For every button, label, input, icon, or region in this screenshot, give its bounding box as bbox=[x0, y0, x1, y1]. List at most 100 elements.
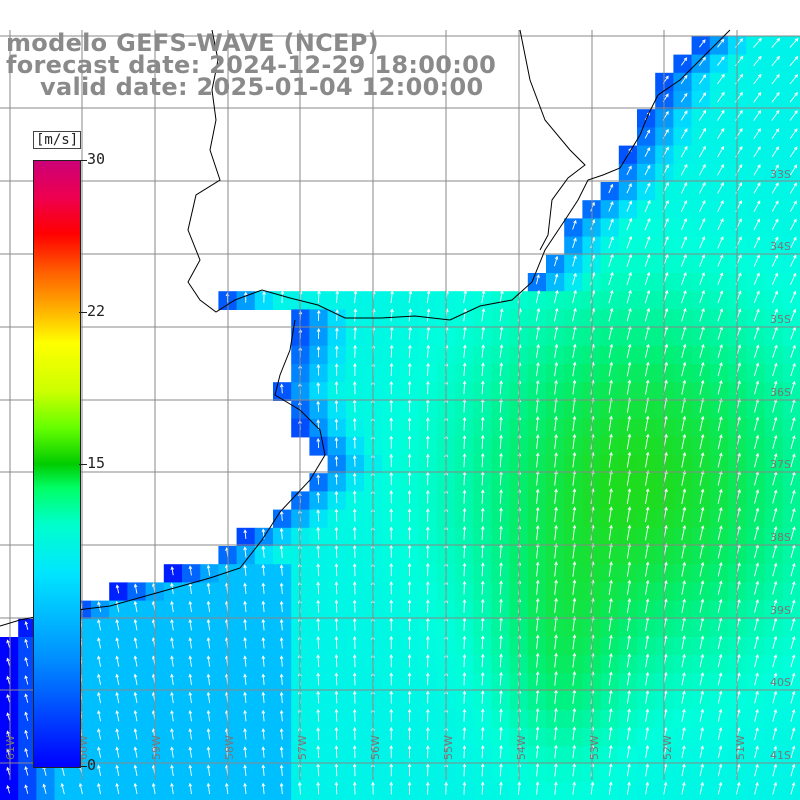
wind-arrow-head bbox=[645, 598, 650, 603]
wind-arrow bbox=[681, 580, 686, 595]
valid-date: valid date: 2025-01-04 12:00:00 bbox=[40, 73, 484, 101]
wind-arrow-head bbox=[407, 726, 412, 731]
wind-arrow-head bbox=[665, 110, 669, 115]
wind-arrow-head bbox=[335, 327, 339, 332]
wind-arrow-head bbox=[389, 362, 394, 367]
wind-arrow bbox=[463, 381, 466, 395]
wind-arrow bbox=[681, 434, 686, 450]
wind-arrow bbox=[189, 583, 192, 594]
wind-arrow bbox=[790, 746, 795, 759]
wind-arrow-head bbox=[794, 55, 799, 60]
wind-arrow-head bbox=[133, 618, 138, 623]
wind-arrow bbox=[717, 218, 724, 231]
wind-arrow-head bbox=[700, 525, 705, 530]
wind-arrow bbox=[134, 747, 138, 758]
wind-arrow-head bbox=[609, 415, 613, 420]
wind-arrow-head bbox=[755, 362, 760, 367]
wind-arrow bbox=[626, 272, 632, 286]
wind-arrow-head bbox=[261, 618, 266, 623]
wind-arrow-head bbox=[243, 691, 247, 696]
wind-arrow bbox=[317, 618, 320, 631]
wind-arrow bbox=[753, 56, 762, 67]
wind-arrow-head bbox=[262, 290, 266, 295]
wind-arrow bbox=[499, 562, 502, 577]
wind-arrow bbox=[481, 709, 484, 722]
wind-arrow-head bbox=[627, 744, 631, 749]
wind-arrow bbox=[317, 673, 320, 686]
wind-arrow-head bbox=[535, 652, 540, 657]
wind-arrow bbox=[699, 380, 704, 395]
wind-arrow bbox=[572, 273, 577, 285]
wind-arrow bbox=[772, 581, 777, 595]
wind-arrow bbox=[408, 363, 411, 376]
wind-arrow bbox=[317, 509, 320, 522]
longitude-label: 56W bbox=[369, 735, 382, 760]
wind-arrow bbox=[772, 490, 777, 504]
wind-arrow-head bbox=[791, 763, 796, 768]
wind-arrow bbox=[717, 434, 722, 450]
wind-arrow-head bbox=[407, 581, 412, 585]
wind-arrow-head bbox=[334, 363, 339, 368]
wind-arrow bbox=[754, 581, 759, 595]
wind-arrow-head bbox=[407, 745, 412, 750]
wind-arrow bbox=[645, 691, 649, 704]
wind-arrow bbox=[335, 636, 338, 649]
wind-arrow-head bbox=[721, 56, 725, 60]
wind-arrow-head bbox=[700, 506, 705, 511]
wind-arrow bbox=[280, 565, 283, 576]
wind-arrow bbox=[680, 164, 688, 176]
wind-arrow-head bbox=[755, 489, 760, 494]
wind-arrow-head bbox=[407, 380, 412, 385]
wind-arrow-head bbox=[462, 489, 467, 494]
wind-arrow-head bbox=[791, 745, 796, 750]
wind-arrow-head bbox=[499, 562, 503, 566]
wind-arrow bbox=[536, 544, 539, 559]
wind-arrow bbox=[463, 745, 465, 759]
wind-arrow-head bbox=[756, 254, 760, 259]
wind-arrow bbox=[572, 344, 576, 359]
wind-arrow-head bbox=[535, 434, 540, 439]
wind-arrow bbox=[790, 490, 795, 504]
wind-arrow bbox=[772, 709, 777, 722]
colorbar-tick-label: 22 bbox=[87, 302, 106, 320]
wind-arrow-head bbox=[736, 763, 741, 768]
wind-arrow-head bbox=[535, 634, 540, 639]
wind-arrow-head bbox=[352, 763, 357, 768]
wind-arrow-head bbox=[352, 436, 357, 441]
wind-arrow bbox=[645, 764, 649, 777]
wind-arrow bbox=[681, 746, 685, 759]
wind-arrow-head bbox=[700, 635, 705, 640]
wind-arrow bbox=[753, 146, 761, 158]
wind-arrow bbox=[481, 290, 485, 304]
wind-arrow-head bbox=[407, 435, 412, 440]
wind-arrow bbox=[262, 765, 265, 776]
wind-arrow bbox=[134, 584, 138, 594]
wind-arrow-head bbox=[683, 199, 688, 204]
wind-arrow-head bbox=[773, 763, 778, 768]
wind-arrow-head bbox=[665, 236, 669, 240]
wind-arrow bbox=[189, 674, 192, 685]
wind-arrow-head bbox=[684, 163, 688, 168]
wind-arrow bbox=[554, 453, 557, 468]
colorbar-tick-label: 15 bbox=[87, 454, 106, 472]
wind-arrow-head bbox=[408, 344, 412, 349]
wind-arrow bbox=[699, 599, 704, 613]
wind-arrow bbox=[790, 618, 795, 631]
wind-arrow-head bbox=[334, 708, 339, 713]
wind-arrow bbox=[699, 709, 704, 722]
wind-arrow bbox=[535, 274, 540, 285]
wind-arrow bbox=[753, 255, 760, 267]
wind-arrow bbox=[645, 470, 649, 486]
wind-arrow-head bbox=[627, 433, 632, 438]
wind-arrow bbox=[626, 308, 632, 322]
wind-arrow-head bbox=[775, 200, 779, 205]
wind-arrow bbox=[644, 236, 650, 249]
wind-arrow-head bbox=[627, 763, 631, 768]
wind-arrow-head bbox=[335, 309, 339, 313]
wind-arrow bbox=[771, 200, 779, 212]
wind-arrow-head bbox=[737, 380, 741, 385]
wind-arrow bbox=[554, 256, 558, 267]
wind-arrow-head bbox=[499, 653, 503, 658]
wind-cell bbox=[637, 145, 656, 165]
wind-arrow-head bbox=[665, 93, 669, 98]
